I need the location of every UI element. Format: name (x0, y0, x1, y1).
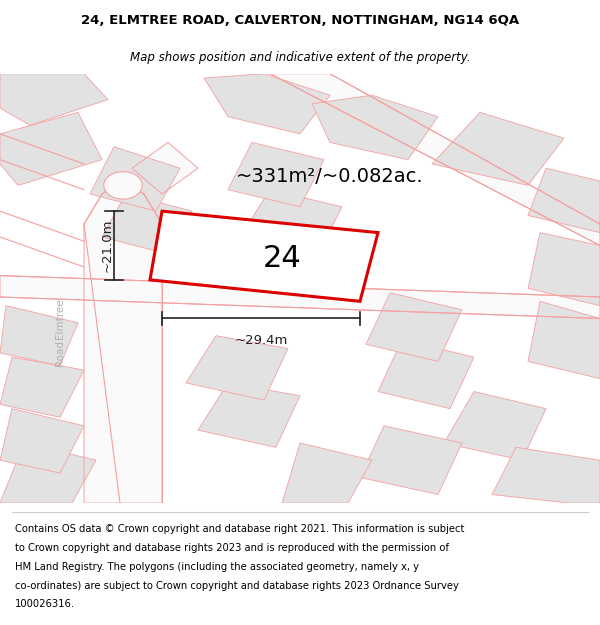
Polygon shape (90, 147, 180, 211)
Polygon shape (84, 181, 162, 503)
Text: ~29.4m: ~29.4m (235, 334, 287, 346)
Circle shape (104, 172, 142, 199)
Polygon shape (492, 448, 600, 503)
Polygon shape (198, 383, 300, 448)
Polygon shape (0, 276, 600, 319)
Polygon shape (132, 142, 198, 194)
Polygon shape (186, 336, 288, 400)
Text: to Crown copyright and database rights 2023 and is reproduced with the permissio: to Crown copyright and database rights 2… (15, 542, 449, 552)
Text: 100026316.: 100026316. (15, 599, 75, 609)
Polygon shape (204, 74, 330, 134)
Polygon shape (270, 74, 600, 246)
Polygon shape (528, 232, 600, 306)
Text: ~21.0m: ~21.0m (101, 219, 114, 272)
Polygon shape (360, 426, 462, 494)
Text: HM Land Registry. The polygons (including the associated geometry, namely x, y: HM Land Registry. The polygons (includin… (15, 562, 419, 572)
Polygon shape (0, 409, 84, 473)
Polygon shape (528, 168, 600, 232)
Polygon shape (378, 340, 474, 409)
Polygon shape (0, 357, 84, 418)
Polygon shape (312, 95, 438, 159)
Polygon shape (0, 74, 108, 125)
Text: co-ordinates) are subject to Crown copyright and database rights 2023 Ordnance S: co-ordinates) are subject to Crown copyr… (15, 581, 459, 591)
Polygon shape (150, 211, 378, 301)
Text: 24, ELMTREE ROAD, CALVERTON, NOTTINGHAM, NG14 6QA: 24, ELMTREE ROAD, CALVERTON, NOTTINGHAM,… (81, 14, 519, 27)
Polygon shape (0, 306, 78, 366)
Polygon shape (102, 194, 192, 254)
Polygon shape (240, 189, 342, 254)
Polygon shape (0, 443, 96, 503)
Polygon shape (432, 112, 564, 186)
Text: Elmtree: Elmtree (55, 298, 65, 339)
Text: 24: 24 (263, 244, 301, 273)
Polygon shape (528, 301, 600, 379)
Polygon shape (366, 292, 462, 361)
Polygon shape (444, 391, 546, 460)
Polygon shape (0, 112, 102, 186)
Polygon shape (282, 443, 372, 503)
Text: Map shows position and indicative extent of the property.: Map shows position and indicative extent… (130, 51, 470, 64)
Text: Road: Road (55, 340, 65, 366)
Text: ~331m²/~0.082ac.: ~331m²/~0.082ac. (236, 168, 424, 186)
Text: Contains OS data © Crown copyright and database right 2021. This information is : Contains OS data © Crown copyright and d… (15, 524, 464, 534)
Polygon shape (228, 142, 324, 207)
